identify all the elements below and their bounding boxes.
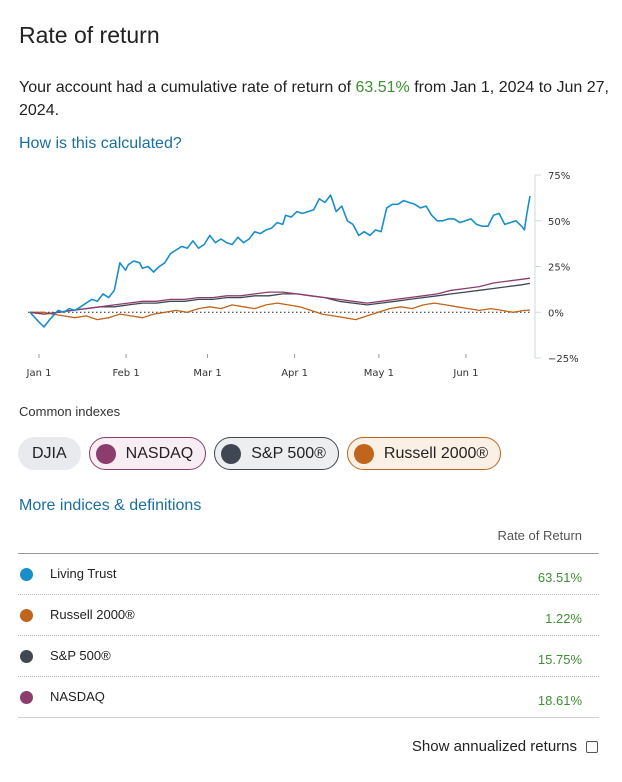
row-name: Russell 2000® — [50, 606, 135, 622]
table-row: S&P 500® 15.75% — [18, 636, 599, 677]
how-calculated-link[interactable]: How is this calculated? — [19, 135, 182, 152]
return-summary: Your account had a cumulative rate of re… — [19, 76, 609, 122]
annualized-label: Show annualized returns — [411, 738, 577, 755]
row-value: 18.61% — [537, 693, 582, 708]
table-row: Living Trust 63.51% — [18, 554, 599, 595]
summary-suffix: from Jan 1, 2024 to Jun 27, 2024. — [19, 79, 609, 119]
returns-chart: 75% 50% 25% 0% −25% Jan 1 Feb 1 Mar 1 Apr 1 May 1… — [26, 171, 579, 379]
x-tick-label: Feb 1 — [112, 368, 139, 379]
x-tick-label: Jun 1 — [452, 368, 478, 379]
table-row: Russell 2000® 1.22% — [18, 595, 599, 636]
index-chips: DJIA NASDAQ S&P 500® Russell 2000® — [18, 437, 502, 470]
y-tick-label: −25% — [548, 354, 579, 365]
row-name: NASDAQ — [50, 688, 105, 704]
x-tick-label: Jan 1 — [26, 368, 52, 379]
summary-prefix: Your account had a cumulative rate of re… — [19, 79, 356, 96]
series-line-s-p-500 — [29, 282, 531, 315]
russell-dot-icon — [20, 608, 33, 622]
more-indices-link[interactable]: More indices & definitions — [19, 497, 202, 514]
row-value: 63.51% — [537, 570, 582, 585]
chip-djia[interactable]: DJIA — [18, 437, 81, 470]
chip-russell-label: Russell 2000® — [383, 444, 489, 462]
x-tick-label: May 1 — [364, 368, 394, 379]
sp500-dot-icon — [221, 443, 242, 464]
row-name: Living Trust — [50, 565, 117, 581]
chip-sp500-label: S&P 500® — [251, 444, 326, 462]
living-trust-dot-icon — [20, 567, 33, 581]
x-tick-label: Mar 1 — [193, 368, 221, 379]
chip-djia-label: DJIA — [32, 444, 67, 462]
chip-russell[interactable]: Russell 2000® — [346, 437, 502, 470]
summary-percent: 63.51% — [355, 79, 410, 96]
nasdaq-dot-icon — [95, 443, 116, 464]
y-tick-label: 25% — [548, 263, 570, 274]
series-line-nasdaq — [29, 277, 531, 315]
common-indexes-label: Common indexes — [19, 404, 121, 419]
annualized-checkbox[interactable] — [586, 740, 598, 753]
y-tick-label: 50% — [548, 217, 570, 228]
chip-sp500[interactable]: S&P 500® — [214, 437, 339, 470]
chip-nasdaq[interactable]: NASDAQ — [88, 437, 207, 470]
row-value: 15.75% — [537, 652, 582, 667]
returns-table: Living Trust 63.51% Russell 2000® 1.22% … — [18, 553, 599, 718]
annualized-toggle: Show annualized returns — [412, 738, 598, 755]
russell-dot-icon — [353, 443, 374, 464]
row-value: 1.22% — [545, 611, 582, 626]
chip-nasdaq-label: NASDAQ — [125, 444, 194, 462]
rate-of-return-header: Rate of Return — [497, 528, 582, 543]
y-tick-label: 0% — [548, 308, 564, 319]
series-line-living-trust — [29, 194, 531, 328]
page-title: Rate of return — [19, 22, 160, 48]
sp500-dot-icon — [20, 649, 33, 663]
table-row: NASDAQ 18.61% — [18, 677, 599, 718]
x-tick-label: Apr 1 — [281, 368, 308, 379]
row-name: S&P 500® — [50, 647, 111, 663]
nasdaq-dot-icon — [20, 690, 33, 704]
y-tick-label: 75% — [548, 171, 570, 182]
series-line-russell-2000 — [30, 302, 531, 321]
